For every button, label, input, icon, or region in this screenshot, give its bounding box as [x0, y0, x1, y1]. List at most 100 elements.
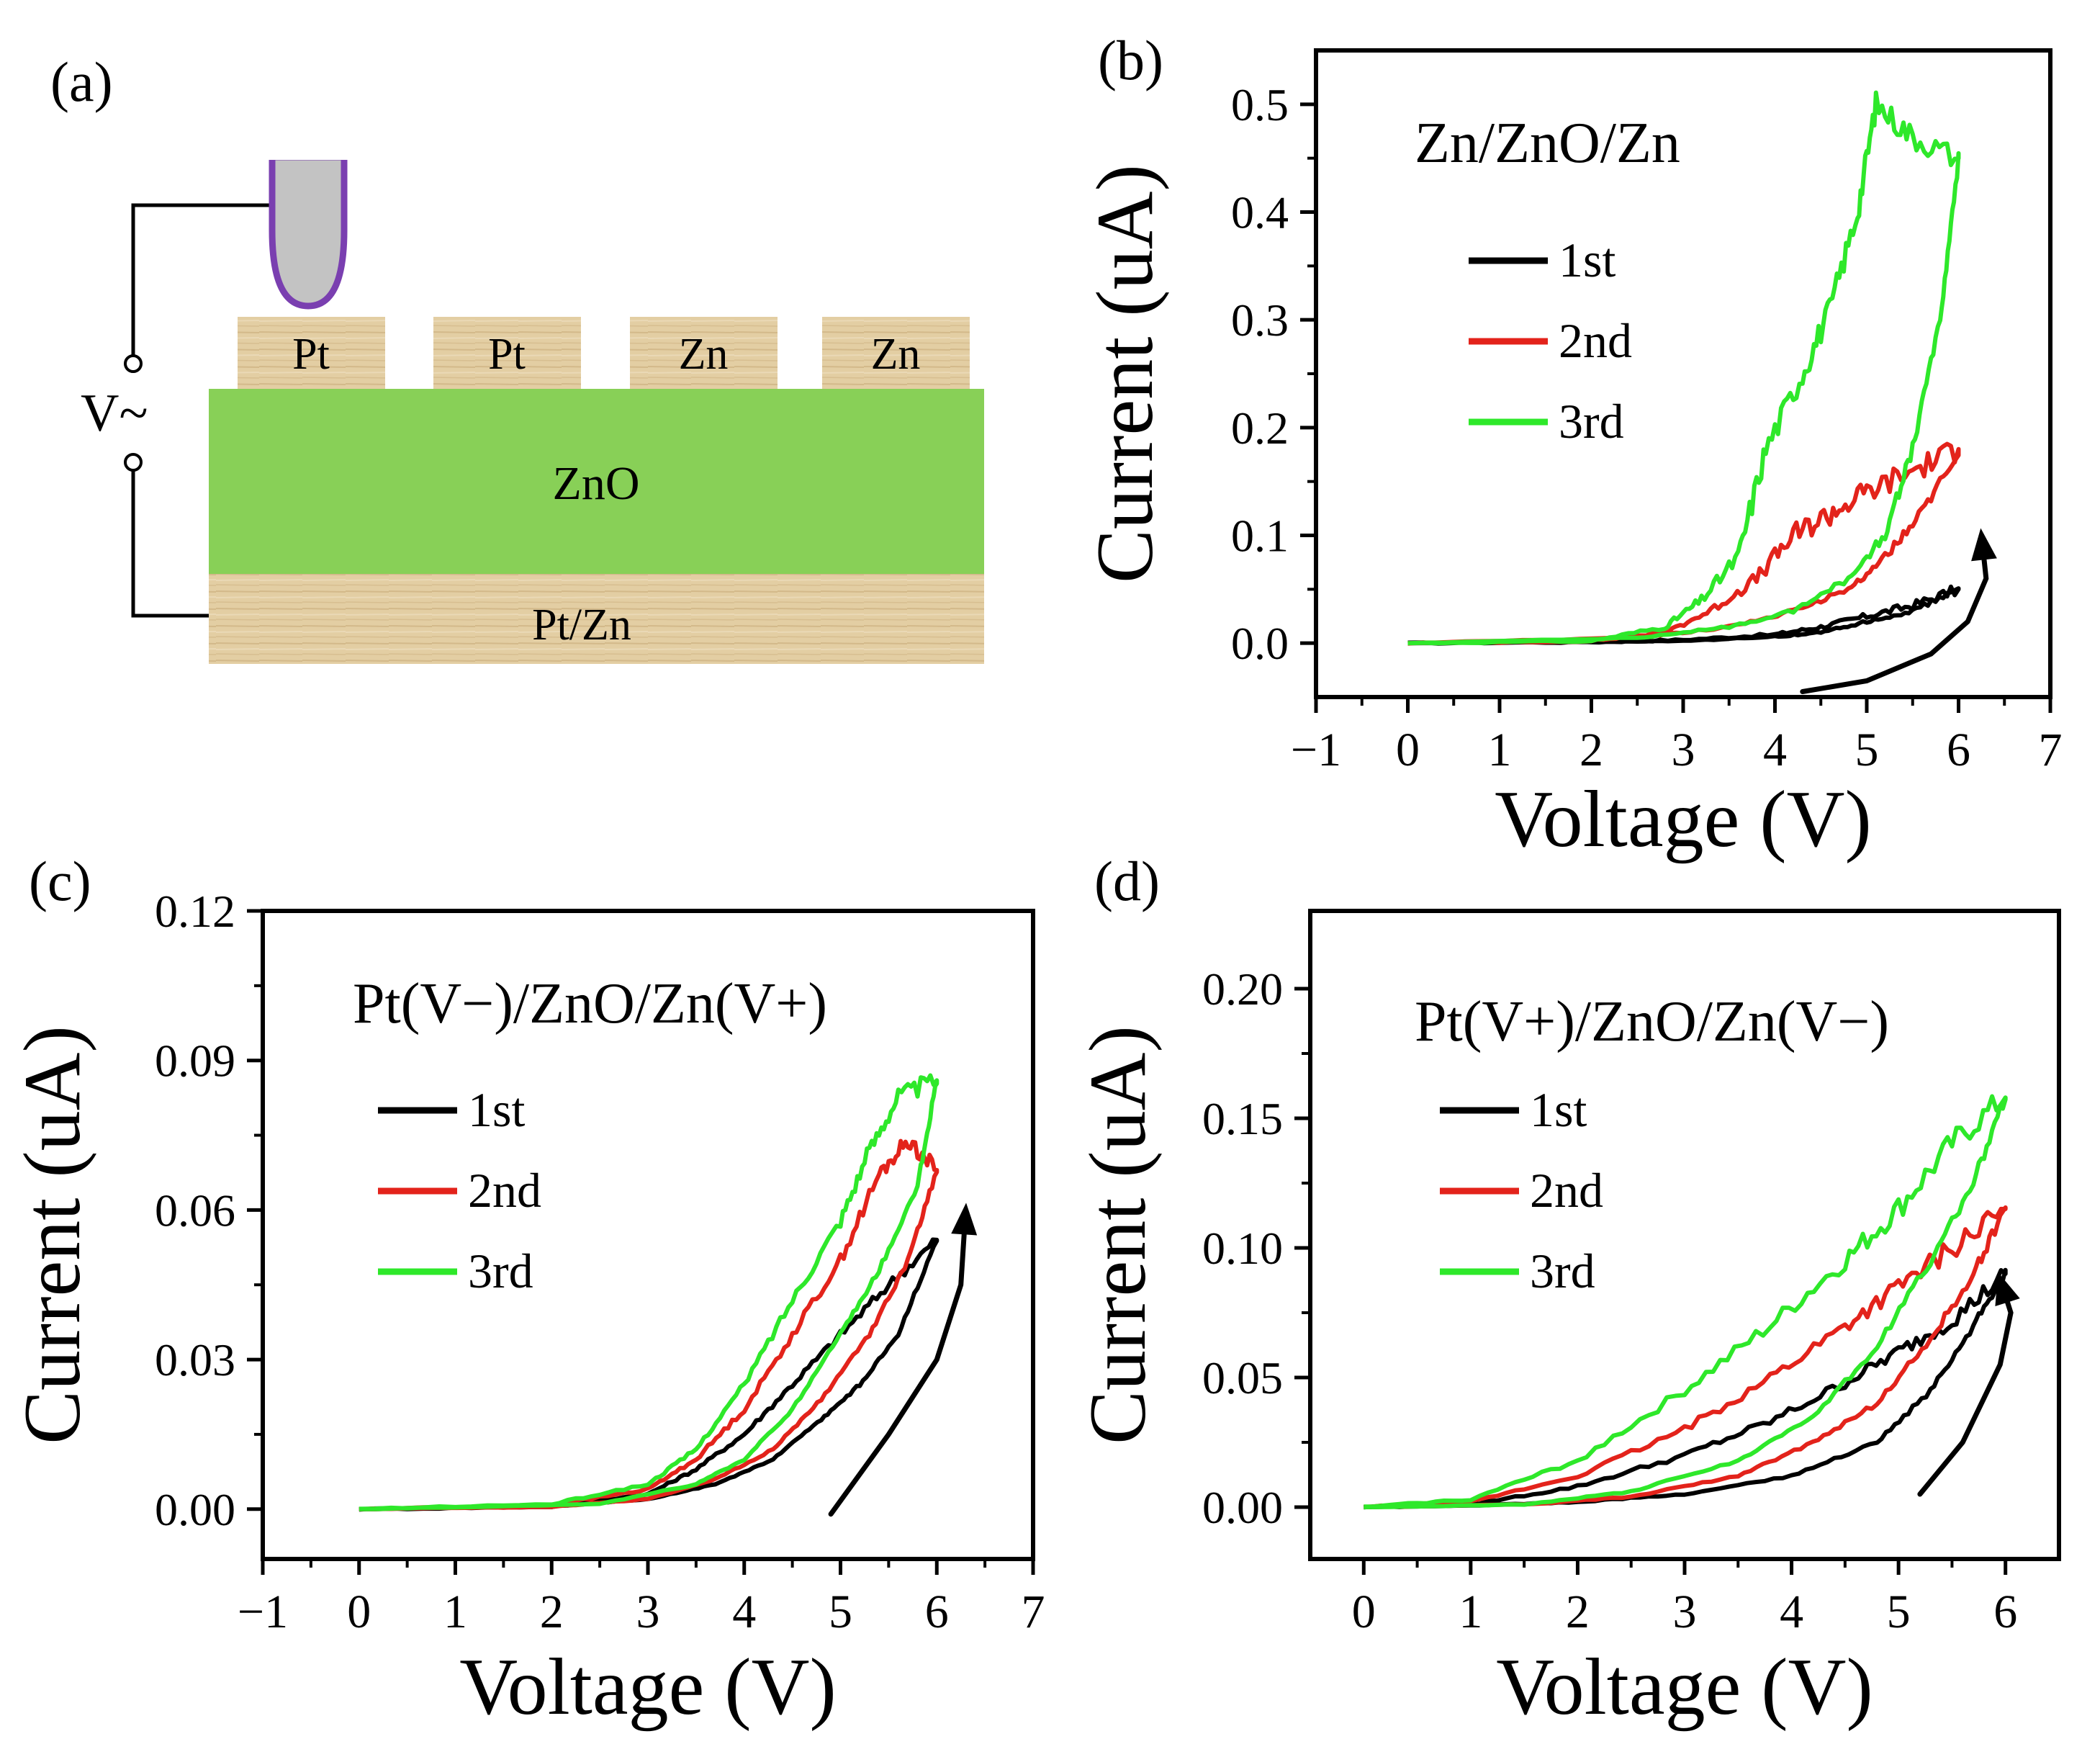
top-terminal	[124, 354, 143, 373]
electrode-pad	[630, 317, 778, 389]
x-axis-label: Voltage (V)	[1495, 775, 1872, 864]
bottom-terminal	[124, 453, 143, 472]
y-tick-label: 0.06	[155, 1185, 235, 1236]
series-line-1st	[1407, 584, 1961, 646]
bottom-wire	[131, 470, 209, 618]
bottom-electrode-label: Pt/Zn	[532, 601, 631, 650]
probe-cut	[268, 151, 348, 160]
legend-label: 1st	[1530, 1082, 1587, 1137]
x-tick-label: 3	[1672, 724, 1695, 776]
x-tick-label: 4	[1763, 724, 1787, 776]
legend-label: 3rd	[468, 1244, 533, 1298]
x-tick-label: 3	[636, 1586, 660, 1638]
series-layer	[1407, 90, 1997, 694]
legend-label: 2nd	[1559, 313, 1632, 368]
chart-panel-d: (d) 0 1 2 3 4 5 6 0.00 0.05 0.10 0.15 0.20 Voltage (V…	[1073, 850, 2061, 1732]
chart-title: Pt(V−)/ZnO/Zn(V+)	[353, 972, 827, 1035]
chart-title: Pt(V+)/ZnO/Zn(V−)	[1415, 990, 1889, 1053]
electrode-3: Zn	[630, 317, 778, 389]
y-tick-label: 0.0	[1231, 618, 1289, 669]
series-line-3rd	[1407, 90, 1961, 646]
x-tick-label: 1	[1459, 1586, 1482, 1638]
x-tick-label: 0	[347, 1586, 371, 1638]
chart-panel-c: (c) −1 0 1 2 3 4 5 6 7 0.00 0.03 0.06 0.09 0.12 Voltage…	[8, 850, 1045, 1732]
x-tick-label: 0	[1396, 724, 1420, 776]
y-tick-label: 0.15	[1202, 1093, 1283, 1144]
y-tick-label: 0.4	[1231, 187, 1289, 238]
sweep-arrow-head	[951, 1203, 978, 1236]
series-line-1st	[359, 1237, 939, 1512]
bottom-electrode-layer	[209, 574, 984, 664]
panel-a-label: (a)	[50, 50, 113, 113]
y-tick-label: 0.12	[155, 886, 235, 937]
x-tick-label: 2	[1566, 1586, 1590, 1638]
series-line-3rd	[359, 1073, 939, 1511]
panel-label: (b)	[1098, 29, 1163, 91]
x-tick-label: −1	[1291, 724, 1341, 776]
y-tick-label: 0.20	[1202, 963, 1283, 1015]
x-tick-label: 6	[925, 1586, 949, 1638]
panel-label: (d)	[1094, 850, 1160, 912]
y-tick-label: 0.05	[1202, 1352, 1283, 1403]
electrode-pad	[822, 317, 970, 389]
x-tick-label: 7	[2039, 724, 2063, 776]
electrode-label: Zn	[871, 330, 921, 379]
x-tick-label: 2	[540, 1586, 564, 1638]
series-line-3rd	[1364, 1094, 2008, 1509]
series-layer	[1364, 1094, 2020, 1510]
legend-label: 2nd	[468, 1163, 541, 1218]
electrode-label: Zn	[679, 330, 729, 379]
electrode-2: Pt	[433, 317, 581, 389]
electrode-4: Zn	[822, 317, 970, 389]
x-tick-label: 1	[443, 1586, 467, 1638]
panel-label: (c)	[29, 850, 91, 912]
legend: 1st 2nd 3rd	[1440, 1082, 1603, 1298]
electrode-1: Pt	[238, 317, 385, 389]
y-axis-label: Current (uA)	[1073, 1025, 1163, 1444]
legend-label: 3rd	[1530, 1244, 1595, 1298]
legend-label: 2nd	[1530, 1163, 1603, 1218]
series-line-1st	[1364, 1267, 2008, 1510]
sweep-arrow-head	[1995, 1272, 2020, 1307]
charts-layer: (b) −1 0 1 2 3 4 5 6 7 0.0 0.1 0.2 0.3 0.4 0.5 Voltage (…	[8, 29, 2063, 1732]
chart-panel-b: (b) −1 0 1 2 3 4 5 6 7 0.0 0.1 0.2 0.3 0.4 0.5 Voltage (…	[1081, 29, 2063, 864]
top-wire	[131, 203, 274, 356]
x-tick-label: 3	[1673, 1586, 1697, 1638]
sweep-arrow-head	[1971, 528, 1997, 562]
x-axis-label: Voltage (V)	[459, 1643, 837, 1732]
x-tick-label: 6	[1993, 1586, 2017, 1638]
series-layer	[359, 1073, 978, 1517]
x-tick-label: 1	[1488, 724, 1512, 776]
y-tick-label: 0.1	[1231, 511, 1289, 562]
y-axis-label: Current (uA)	[1081, 164, 1170, 583]
probe-tip	[269, 153, 348, 310]
y-tick-label: 0.3	[1231, 295, 1289, 346]
legend: 1st 2nd 3rd	[378, 1082, 541, 1298]
y-tick-label: 0.09	[155, 1035, 235, 1087]
electrode-pad	[433, 317, 581, 389]
electrode-pad	[238, 317, 385, 389]
y-tick-label: 0.00	[155, 1484, 235, 1535]
legend: 1st 2nd 3rd	[1469, 233, 1632, 449]
x-tick-label: 4	[732, 1586, 756, 1638]
legend-label: 1st	[1559, 233, 1615, 287]
y-tick-label: 0.5	[1231, 79, 1289, 130]
sweep-arrow-line	[828, 1207, 968, 1517]
y-tick-label: 0.03	[155, 1334, 235, 1385]
y-axis-label: Current (uA)	[8, 1025, 97, 1444]
panel-a-schematic: (a) V~ Pt Pt Zn Zn ZnO Pt/Zn	[50, 50, 984, 664]
y-tick-label: 0.00	[1202, 1482, 1283, 1533]
sweep-arrow-line	[1800, 533, 1989, 694]
x-tick-label: 6	[1947, 724, 1970, 776]
y-tick-label: 0.10	[1202, 1223, 1283, 1274]
series-line-2nd	[1364, 1205, 2008, 1509]
chart-title: Zn/ZnO/Zn	[1415, 112, 1680, 175]
voltage-source-label: V~	[81, 384, 148, 443]
electrode-label: Pt	[292, 330, 330, 379]
x-tick-label: 7	[1022, 1586, 1045, 1638]
x-axis-label: Voltage (V)	[1496, 1643, 1873, 1732]
zno-layer	[209, 389, 984, 574]
x-tick-label: 0	[1352, 1586, 1376, 1638]
legend-label: 3rd	[1559, 394, 1624, 449]
